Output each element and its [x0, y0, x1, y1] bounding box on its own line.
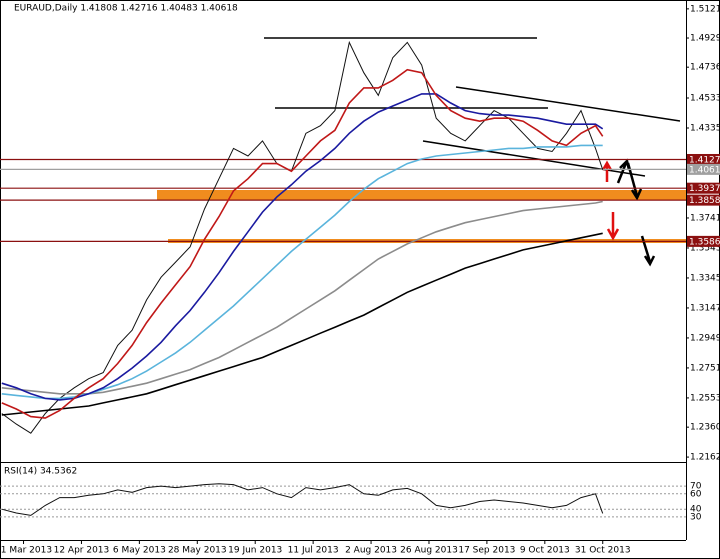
y-tick-label: 1.23600 — [690, 423, 720, 433]
support-band — [157, 190, 686, 200]
level-label: 1.39377 — [689, 184, 720, 194]
y-tick-label: 30 — [690, 512, 702, 522]
level-label: 1.38588 — [689, 196, 720, 206]
x-tick-label: 19 Jun 2013 — [228, 546, 282, 556]
arrow — [626, 162, 643, 201]
y-tick-label: 1.43350 — [690, 123, 720, 133]
arrow — [606, 212, 620, 241]
y-tick-label: 1.21625 — [690, 453, 720, 463]
chart-title: EURAUD,Daily 1.41808 1.42716 1.40483 1.4… — [14, 4, 238, 14]
trendline — [455, 86, 681, 122]
series-line — [1, 232, 603, 416]
y-tick-label: 1.47365 — [690, 63, 720, 73]
y-tick-label: 1.35430 — [690, 243, 720, 253]
arrow — [640, 235, 656, 267]
level-label: 1.35865 — [689, 237, 720, 247]
arrows — [601, 158, 656, 267]
level-label-bg — [687, 182, 720, 194]
rsi-title: RSI(14) 34.5362 — [4, 467, 77, 477]
x-tick-label: 17 Sep 2013 — [458, 546, 515, 556]
y-tick-label: 1.37410 — [690, 213, 720, 223]
x-tick-label: 11 Jul 2013 — [288, 546, 339, 556]
level-label-bg — [687, 235, 720, 247]
x-tick-label: 26 Aug 2013 — [400, 546, 458, 556]
x-tick-label: 28 May 2013 — [168, 546, 227, 556]
y-tick-label: 70 — [690, 482, 702, 492]
y-tick-label: 1.45330 — [690, 94, 720, 104]
series-line — [1, 68, 604, 419]
y-tick-label: 1.31470 — [690, 303, 720, 313]
y-tick-label: 1.29490 — [690, 333, 720, 343]
y-tick-label: 1.51215 — [690, 4, 720, 14]
level-label-bg — [687, 153, 720, 165]
series-line — [1, 200, 603, 395]
y-tick-label: 60 — [690, 489, 702, 499]
y-tick-label: 1.33450 — [690, 273, 720, 283]
y-tick-label: 1.27510 — [690, 363, 720, 373]
y-tick-label: 1.25530 — [690, 393, 720, 403]
x-tick-label: 31 Oct 2013 — [575, 546, 631, 556]
x-tick-label: 12 Apr 2013 — [54, 546, 110, 556]
y-tick-label: 1.49290 — [690, 34, 720, 44]
level-label-bg — [687, 194, 720, 206]
arrow — [601, 160, 613, 182]
series-line — [1, 483, 604, 516]
x-tick-label: 6 May 2013 — [113, 546, 166, 556]
x-tick-label: 21 Mar 2013 — [0, 546, 52, 556]
y-tick-label: 40 — [690, 505, 702, 515]
level-label: 1.40618 — [689, 165, 720, 175]
x-tick-label: 2 Aug 2013 — [345, 546, 397, 556]
series-line — [1, 93, 604, 401]
series-line — [1, 144, 603, 400]
level-label-bg — [687, 163, 720, 175]
x-tick-label: 9 Oct 2013 — [520, 546, 570, 556]
